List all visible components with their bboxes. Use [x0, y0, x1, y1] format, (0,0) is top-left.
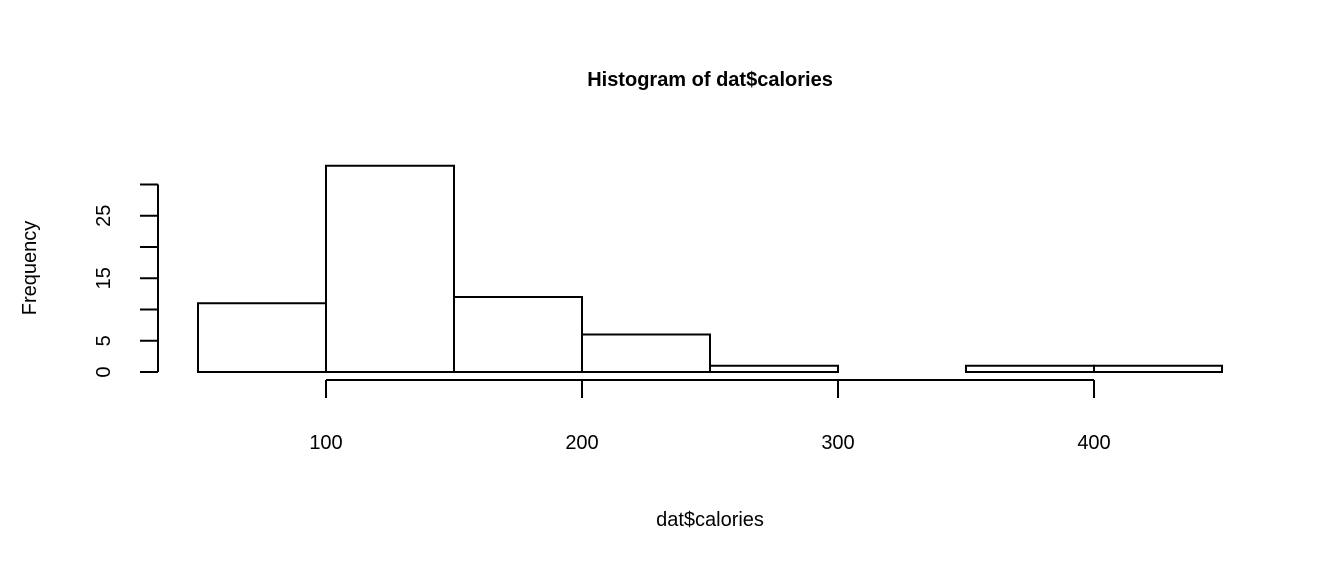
x-tick-label-300: 300	[821, 432, 854, 454]
x-tick-label-200: 200	[565, 432, 598, 454]
y-tick-label-25: 25	[93, 205, 115, 227]
histogram-bar-2	[453, 296, 583, 373]
y-tick-label-5: 5	[93, 335, 115, 346]
histogram-bar-7	[1093, 364, 1223, 373]
bars-group	[197, 164, 1223, 373]
y-axis-label: Frequency	[19, 221, 41, 316]
x-axis: 100 200 300 400	[309, 379, 1111, 454]
y-tick-label-15: 15	[93, 267, 115, 289]
x-tick-label-400: 400	[1077, 432, 1110, 454]
chart-title: Histogram of dat$calories	[587, 69, 833, 91]
histogram-bar-0	[197, 302, 327, 373]
x-axis-label: dat$calories	[656, 509, 764, 531]
histogram-bar-1	[325, 164, 455, 373]
histogram-bar-6	[965, 364, 1095, 373]
y-tick-label-0: 0	[93, 366, 115, 377]
y-axis: 0 5 15 25	[93, 183, 159, 378]
histogram-bar-3	[581, 333, 711, 373]
histogram-bar-4	[709, 364, 839, 373]
x-tick-label-100: 100	[309, 432, 342, 454]
